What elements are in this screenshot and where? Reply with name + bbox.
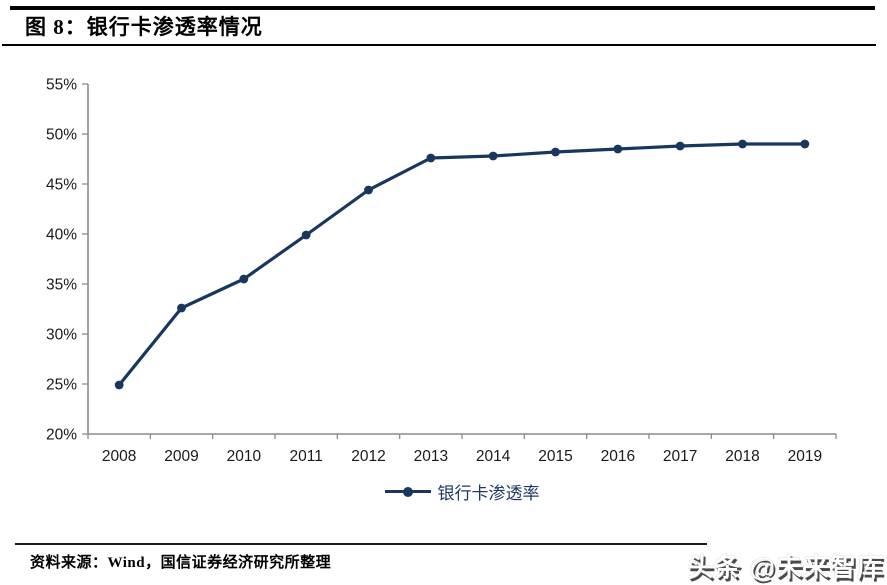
x-axis-label: 2019: [788, 448, 822, 465]
x-axis-label: 2010: [227, 448, 262, 465]
x-axis-label: 2008: [102, 448, 136, 465]
legend-dot-icon: [402, 486, 413, 497]
y-axis-label: 35%: [46, 277, 77, 294]
x-axis-label: 2012: [351, 448, 385, 465]
chart-legend: 银行卡渗透率: [88, 479, 836, 504]
y-axis-label: 50%: [46, 127, 77, 144]
x-axis-label: 2014: [476, 448, 511, 465]
x-axis-label: 2013: [414, 448, 448, 465]
legend-line-marker-icon: [384, 486, 431, 497]
x-axis-label: 2009: [164, 448, 198, 465]
x-axis-label: 2015: [538, 448, 572, 465]
legend-label: 银行卡渗透率: [437, 484, 540, 503]
watermark: 头条 @未来智库: [687, 552, 884, 582]
data-point: [800, 139, 810, 149]
x-axis-label: 2018: [725, 448, 759, 465]
y-axis-label: 30%: [46, 327, 77, 344]
data-point: [239, 274, 249, 284]
x-axis-label: 2011: [289, 448, 322, 465]
data-point: [488, 151, 498, 161]
data-point: [675, 141, 685, 151]
data-point: [301, 230, 311, 240]
data-point: [426, 153, 436, 163]
y-axis-label: 20%: [46, 427, 77, 444]
title-top-rule: [10, 6, 875, 10]
y-axis-label: 45%: [46, 177, 77, 194]
source-note: 资料来源：Wind，国信证券经济研究所整理: [30, 555, 332, 571]
y-axis-label: 40%: [46, 227, 77, 244]
x-axis-label: 2016: [601, 448, 635, 465]
data-point: [551, 147, 560, 157]
y-axis-label: 25%: [46, 377, 77, 394]
data-point: [177, 303, 186, 313]
x-axis-label: 2017: [663, 448, 697, 465]
figure-title: 图 8：银行卡渗透率情况: [25, 15, 263, 39]
title-bottom-rule: [2, 44, 876, 46]
data-point: [364, 185, 373, 195]
y-axis-label: 55%: [46, 77, 77, 94]
data-point: [613, 144, 623, 154]
data-point: [114, 380, 124, 390]
series-line: [117, 142, 807, 387]
footer-rule: [15, 543, 707, 545]
data-point: [738, 139, 747, 149]
